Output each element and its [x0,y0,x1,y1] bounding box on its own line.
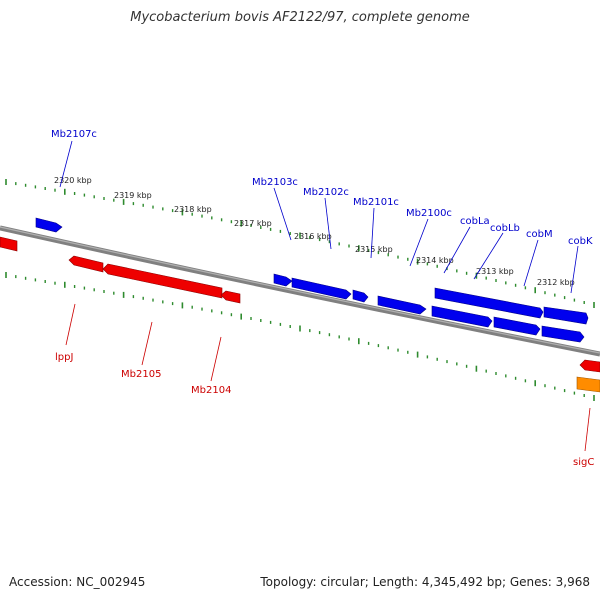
gene-label-cobM[interactable]: cobM [526,229,553,240]
lower-tick-track [5,272,595,401]
gene-mb2105[interactable] [102,263,223,299]
gene-cobM[interactable] [493,316,541,336]
scale-label: 2320 kbp [54,176,92,185]
gene-label-mb2107c[interactable]: Mb2107c [51,129,97,140]
gene-mb2103c-a[interactable] [273,273,293,287]
gene-label-mb2102c[interactable]: Mb2102c [303,187,349,198]
genome-stats-text: Topology: circular; Length: 4,345,492 bp… [260,575,590,589]
upper-tick-track [5,179,595,308]
scale-label: 2313 kbp [476,267,514,276]
scale-label: 2316 kbp [294,232,332,241]
gene-left-edge[interactable] [0,236,18,252]
lower-gene-labels [65,303,591,452]
gene-label-mb2104[interactable]: Mb2104 [191,385,231,396]
gene-mb2103c[interactable] [291,277,352,300]
gene-label-lppJ[interactable]: lppJ [55,352,73,363]
gene-sigC[interactable] [579,359,600,373]
gene-label-mb2103c[interactable]: Mb2103c [252,177,298,188]
gene-label-sigC[interactable]: sigC [573,457,594,468]
scale-label: 2312 kbp [537,278,575,287]
gene-label-mb2101c[interactable]: Mb2101c [353,197,399,208]
gene-label-mb2100c[interactable]: Mb2100c [406,208,452,219]
gene-cobLa[interactable] [543,306,589,325]
gene-label-cobLa[interactable]: cobLa [460,216,490,227]
scale-label: 2314 kbp [416,256,454,265]
gene-lppJ[interactable] [68,255,104,273]
genome-backbone-highlight [0,226,600,354]
gene-mb2104[interactable] [220,290,241,304]
gene-mb2107c[interactable] [35,217,63,233]
gene-cobLb[interactable] [431,305,493,328]
accession-text: Accession: NC_002945 [9,575,146,589]
map-title: Mycobacterium bovis AF2122/97, complete … [130,10,470,25]
gene-mb2102c[interactable] [352,289,369,303]
gene-label-cobLb[interactable]: cobLb [490,223,520,234]
gene-cobK[interactable] [541,325,585,343]
scale-label: 2315 kbp [355,245,393,254]
upper-gene-labels [59,140,579,294]
rna-feature[interactable] [576,376,600,393]
scale-label: 2319 kbp [114,191,152,200]
gene-mb2101c[interactable] [377,295,427,315]
gene-label-mb2105[interactable]: Mb2105 [121,369,161,380]
gene-label-cobK[interactable]: cobK [568,236,593,247]
scale-label: 2318 kbp [174,205,212,214]
gene-mb2100c[interactable] [434,287,544,319]
forward-strand-genes [35,217,589,343]
reverse-strand-genes [0,236,600,373]
genome-backbone [0,225,600,357]
scale-label: 2317 kbp [234,219,272,228]
